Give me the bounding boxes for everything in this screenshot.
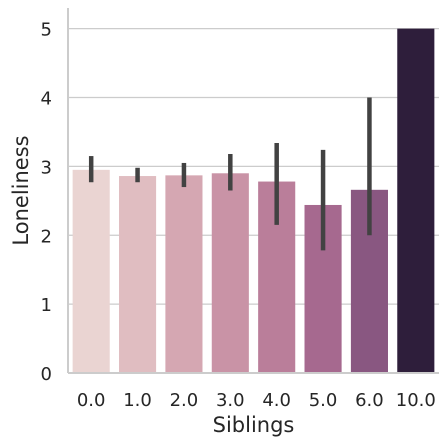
- y-tick-label: 1: [41, 295, 52, 316]
- bar: [165, 175, 203, 373]
- y-tick-label: 2: [41, 226, 52, 247]
- y-tick-label: 4: [41, 89, 52, 110]
- x-tick-label: 1.0: [123, 390, 152, 411]
- bar: [119, 176, 157, 373]
- error-bars: [88, 97, 372, 251]
- bar: [211, 173, 249, 373]
- bar: [397, 28, 435, 374]
- y-axis-title: Loneliness: [9, 135, 33, 245]
- x-tick-label: 6.0: [355, 390, 384, 411]
- x-axis-title: Siblings: [213, 413, 295, 437]
- x-tick-label: 3.0: [216, 390, 245, 411]
- x-tick-label: 4.0: [262, 390, 291, 411]
- x-tick-label: 10.0: [396, 390, 436, 411]
- x-tick-labels: 0.0 1.0 2.0 3.0 4.0 5.0 6.0 10.0: [77, 390, 436, 411]
- x-tick-label: 5.0: [309, 390, 338, 411]
- x-tick-label: 2.0: [170, 390, 199, 411]
- bars: [72, 28, 435, 374]
- y-tick-label: 3: [41, 157, 52, 178]
- bar: [72, 169, 110, 373]
- x-tick-label: 0.0: [77, 390, 106, 411]
- y-tick-labels: 0 1 2 3 4 5: [41, 20, 52, 385]
- y-tick-label: 0: [41, 364, 52, 385]
- y-tick-label: 5: [41, 20, 52, 41]
